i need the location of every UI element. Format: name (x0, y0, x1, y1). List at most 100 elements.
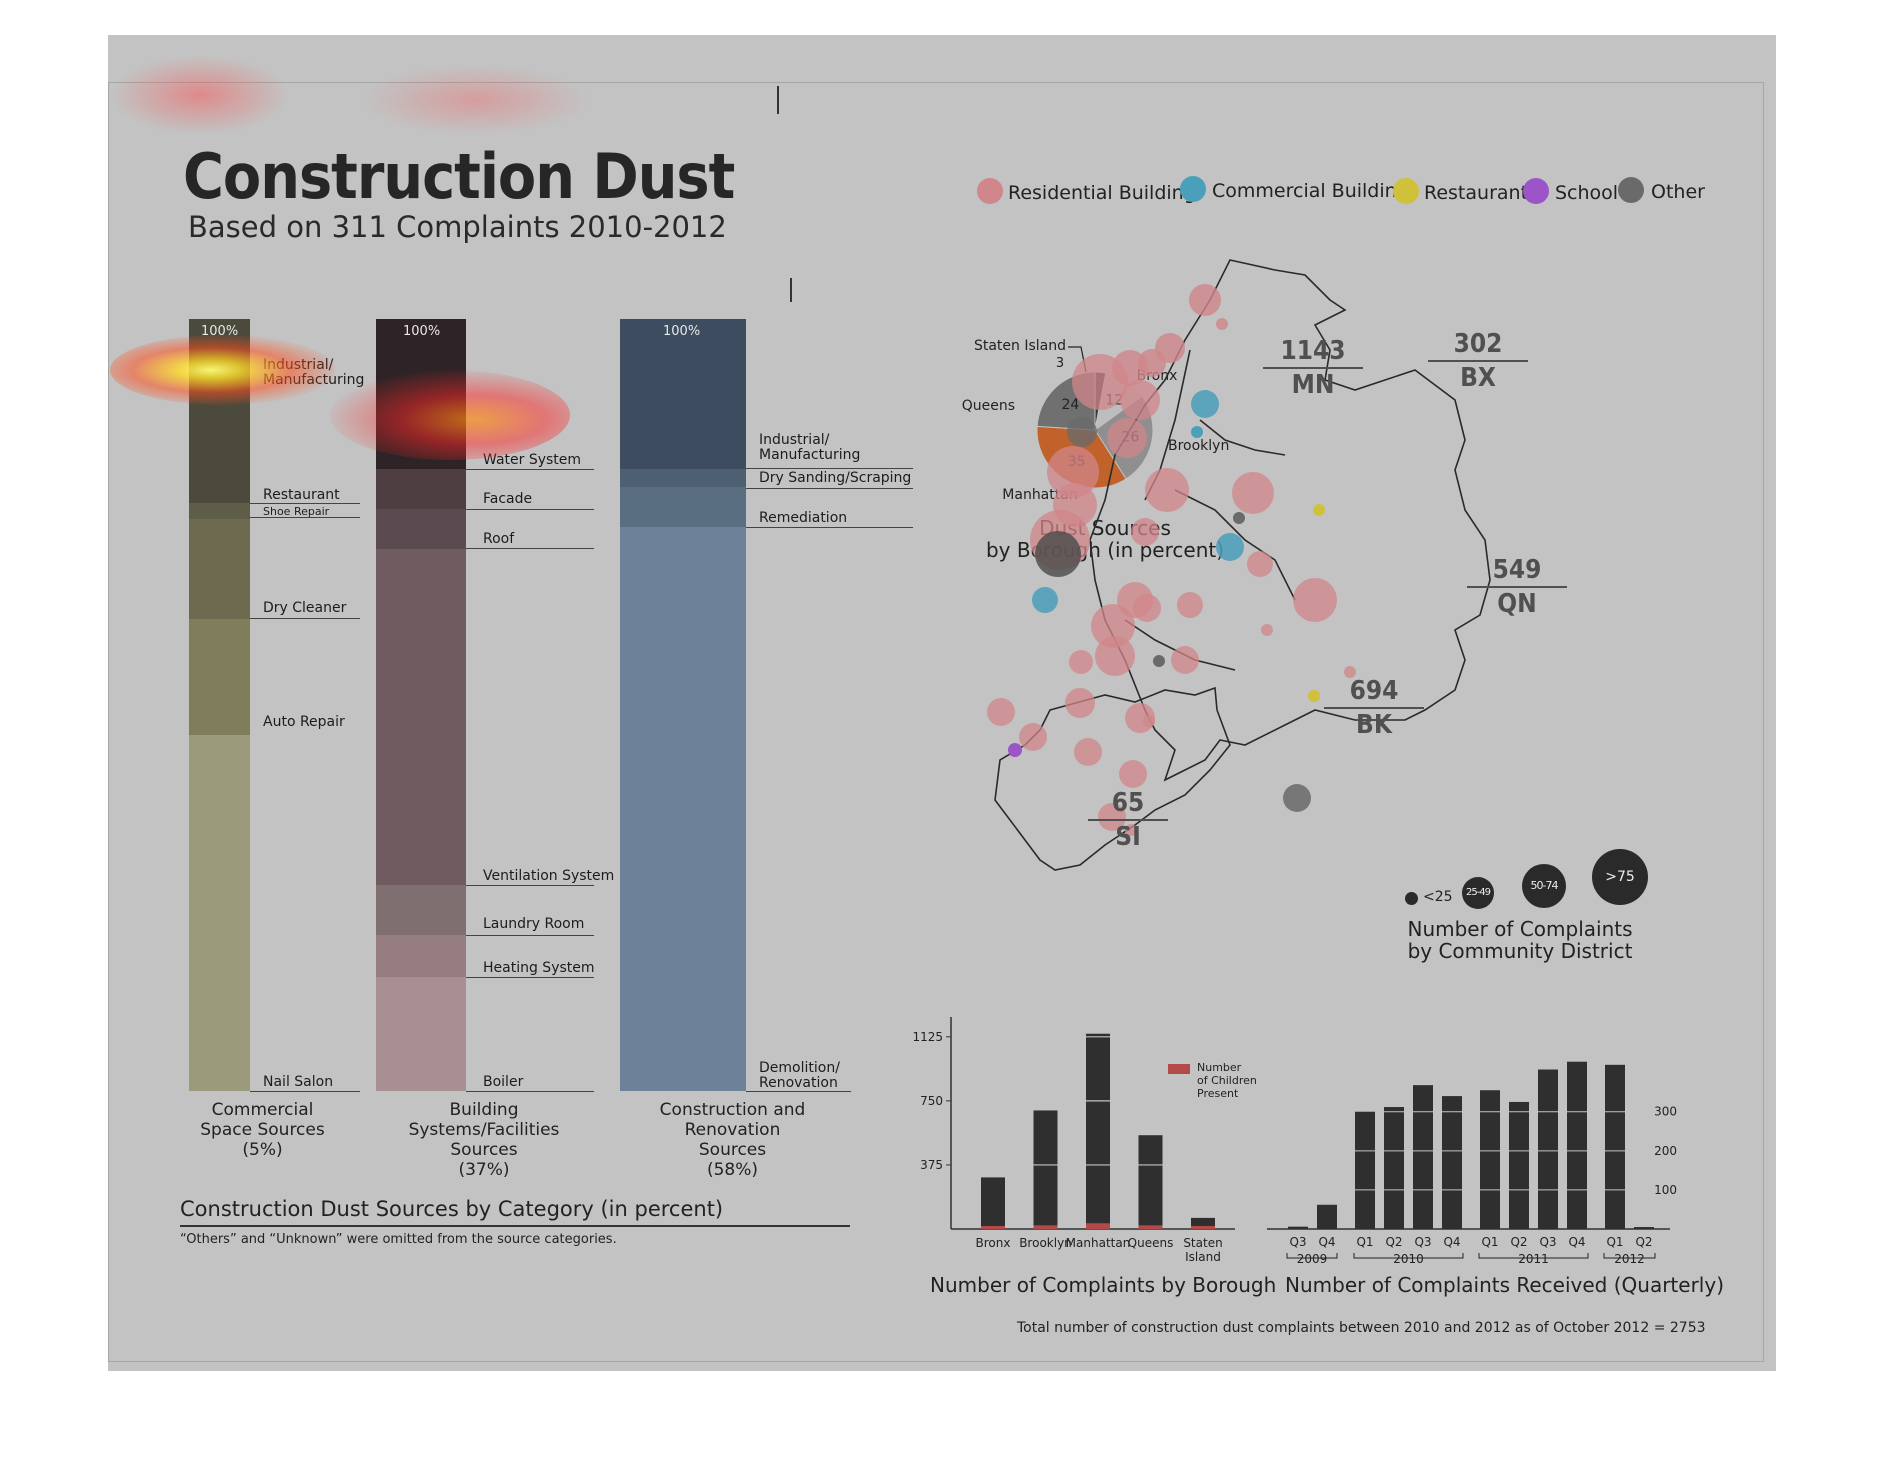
dot-other (1233, 512, 1245, 524)
legend-label: Commercial Building (1212, 180, 1409, 202)
year-label: 2012 (1614, 1252, 1645, 1266)
x-tick-label: Queens (1128, 1236, 1174, 1250)
bar-children (981, 1226, 1005, 1229)
bar (1086, 1033, 1110, 1229)
leader-line (250, 1091, 360, 1092)
borough-abbr: BX (1460, 363, 1496, 393)
bar (1442, 1096, 1462, 1229)
x-tick-label: Q2 (1510, 1235, 1527, 1249)
borough-count: 694 (1349, 676, 1399, 706)
dot-other (1067, 417, 1097, 447)
x-tick-label: Q4 (1443, 1235, 1460, 1249)
legend-label: Restaurant (1424, 182, 1529, 204)
borough-abbr: MN (1291, 370, 1335, 400)
dot-commercial (1216, 533, 1244, 561)
category-section-title: Construction Dust Sources by Category (i… (180, 1197, 724, 1221)
dot-residential (1120, 380, 1160, 420)
page-title: Construction Dust (183, 140, 735, 213)
bar (1384, 1107, 1404, 1229)
borough-count-mn: 1143 MN (1263, 337, 1363, 399)
segment (376, 509, 466, 549)
legend-label: Other (1651, 181, 1705, 203)
caption-line: by Community District (1407, 939, 1633, 963)
borough-rule (1428, 360, 1528, 362)
dot-residential (1095, 636, 1135, 676)
pie-borough-label: Brooklyn (1168, 438, 1229, 454)
dot-residential (1293, 578, 1337, 622)
bar (981, 1177, 1005, 1229)
y-tick-label: 750 (920, 1094, 943, 1108)
segment-label: Heating System (483, 960, 595, 976)
dot-restaurant (1313, 504, 1325, 516)
column-caption: Building Systems/Facilities Sources (37%… (376, 1100, 592, 1180)
legend-label: School (1555, 182, 1619, 204)
leader-line (466, 548, 594, 549)
dot-residential (1177, 592, 1203, 618)
column-top-label: 100% (663, 324, 701, 339)
segment-label: Ventilation System (483, 868, 615, 884)
segment-label: Roof (483, 531, 515, 547)
dot-residential (1171, 646, 1199, 674)
divider-tick (790, 278, 792, 302)
leader-line (466, 469, 594, 470)
segment-label: Auto Repair (263, 714, 345, 730)
segment (376, 469, 466, 509)
segment (189, 519, 250, 619)
leader-line (250, 517, 360, 518)
borough-count: 65 (1111, 788, 1145, 818)
dot-residential (1065, 688, 1095, 718)
leader-line (466, 509, 594, 510)
x-tick-label: Q3 (1539, 1235, 1556, 1249)
segment-label: Demolition/ Renovation (759, 1060, 840, 1091)
segment (189, 503, 250, 519)
bar (1538, 1069, 1558, 1229)
borough-count-bx: 302 BX (1428, 330, 1528, 392)
segment (620, 319, 746, 469)
year-label: 2011 (1518, 1252, 1549, 1266)
segment (620, 527, 746, 1091)
caption-line: Commercial (211, 1100, 314, 1120)
legend-swatch (1393, 178, 1419, 204)
segment-label: Boiler (483, 1074, 524, 1090)
dot-residential (1125, 824, 1137, 836)
caption-line: (37%) (458, 1160, 510, 1180)
size-label: <25 (1423, 889, 1453, 905)
segment-label: Dry Sanding/Scraping (759, 470, 912, 486)
quarterly-bar-caption: Number of Complaints Received (Quarterly… (1285, 1273, 1724, 1297)
year-label: 2009 (1297, 1252, 1328, 1266)
x-tick-label: Island (1185, 1250, 1221, 1264)
x-tick-label: Q2 (1385, 1235, 1402, 1249)
x-tick-label: Q2 (1635, 1235, 1652, 1249)
attention-overlay (110, 55, 290, 135)
dot-residential (1098, 803, 1126, 831)
leader-line (466, 977, 594, 978)
map-river-line (1174, 489, 1296, 601)
borough-rule (1088, 819, 1168, 821)
legend-swatch (1523, 178, 1549, 204)
segment (189, 619, 250, 735)
column-building-systems (376, 319, 466, 1091)
segment (620, 487, 746, 527)
legend-line: Present (1197, 1087, 1239, 1100)
legend-swatch (1618, 177, 1644, 203)
segment (376, 977, 466, 1091)
dot-school (1008, 743, 1022, 757)
year-bracket (1478, 1253, 1589, 1259)
caption-line: Number of Complaints (1407, 917, 1633, 941)
x-tick-label: Q4 (1318, 1235, 1335, 1249)
x-tick-label: Bronx (976, 1236, 1011, 1250)
size-label: >75 (1605, 869, 1635, 885)
y-tick-label: 200 (1654, 1144, 1677, 1158)
x-tick-label: Manhattan (1066, 1236, 1131, 1250)
borough-count-si: 65 SI (1088, 789, 1168, 851)
bar-children (1033, 1225, 1058, 1229)
borough-count-qn: 549 QN (1467, 556, 1567, 618)
y-tick-label: 1125 (912, 1030, 943, 1044)
legend-line: of Children (1197, 1074, 1257, 1087)
caption-line: Building Systems/Facilities (408, 1100, 560, 1140)
dot-residential (1216, 318, 1228, 330)
leader-line (746, 468, 913, 469)
borough-count: 1143 (1280, 336, 1346, 366)
leader-line (746, 488, 913, 489)
